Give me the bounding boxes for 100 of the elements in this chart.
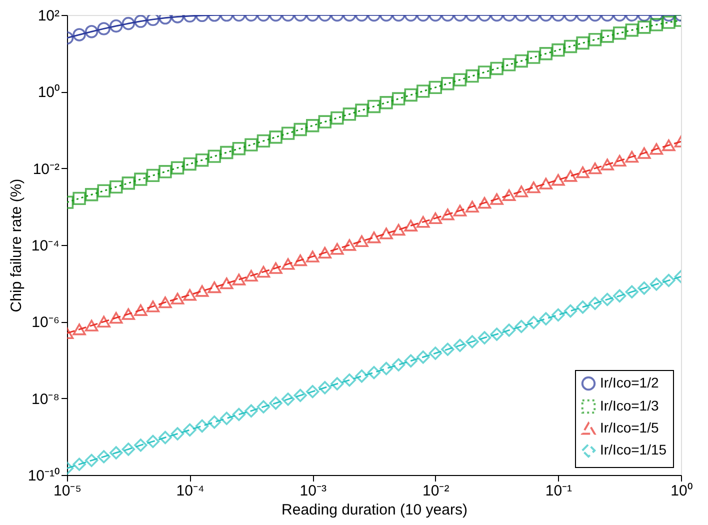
point xyxy=(600,30,614,43)
point xyxy=(256,266,270,278)
point xyxy=(170,292,184,304)
point xyxy=(552,174,565,186)
point xyxy=(84,454,98,468)
y-tick-label: 10⁻⁴ xyxy=(31,238,60,254)
point xyxy=(220,412,234,425)
point xyxy=(367,232,381,244)
point xyxy=(466,69,479,83)
point xyxy=(638,147,651,159)
point xyxy=(97,184,110,198)
point xyxy=(453,338,467,352)
point xyxy=(220,146,234,160)
point xyxy=(72,458,86,471)
point xyxy=(330,111,344,125)
point xyxy=(638,20,651,34)
point xyxy=(625,150,638,163)
point xyxy=(318,246,332,259)
point xyxy=(134,15,148,28)
point xyxy=(158,430,172,444)
y-tick-label: 10⁻⁶ xyxy=(32,314,60,332)
point xyxy=(220,277,234,290)
point xyxy=(612,289,626,303)
point xyxy=(490,193,504,205)
point xyxy=(466,335,479,348)
point xyxy=(256,400,270,414)
point xyxy=(146,434,160,448)
point xyxy=(84,188,98,202)
point xyxy=(208,415,221,429)
point xyxy=(564,40,578,54)
point xyxy=(662,274,676,288)
point xyxy=(662,16,676,29)
point xyxy=(170,427,184,440)
point xyxy=(232,274,246,286)
point xyxy=(392,358,406,372)
point xyxy=(539,178,553,190)
point xyxy=(478,331,492,344)
point xyxy=(416,84,430,98)
x-tick-label: 10⁻¹ xyxy=(545,482,572,500)
point xyxy=(195,419,209,433)
point xyxy=(330,243,344,255)
point xyxy=(514,186,528,198)
point xyxy=(110,446,123,460)
point xyxy=(612,154,626,167)
point xyxy=(342,373,356,387)
point xyxy=(441,77,454,90)
point xyxy=(269,396,282,410)
x-tick-label: 10⁰ xyxy=(670,482,692,500)
point xyxy=(318,381,332,394)
y-tick-label: 10² xyxy=(38,8,60,24)
point xyxy=(650,278,664,291)
point xyxy=(146,168,160,182)
point xyxy=(355,235,368,247)
point xyxy=(404,220,418,232)
point xyxy=(404,88,418,102)
point xyxy=(134,304,148,316)
point xyxy=(380,362,393,376)
point xyxy=(122,442,135,456)
point xyxy=(625,285,638,298)
point xyxy=(195,153,209,167)
x-tick-label: 10⁻² xyxy=(422,482,450,500)
point xyxy=(146,300,160,312)
point xyxy=(514,54,528,68)
point xyxy=(588,33,602,46)
point xyxy=(527,50,540,64)
point xyxy=(564,304,578,318)
point xyxy=(342,239,356,251)
point xyxy=(380,96,393,110)
point xyxy=(527,181,540,194)
point xyxy=(416,216,430,228)
point xyxy=(122,308,135,320)
point xyxy=(392,92,406,106)
point xyxy=(612,26,626,40)
point xyxy=(576,166,590,178)
x-tick-label: 10⁻⁵ xyxy=(54,482,82,500)
point xyxy=(146,15,160,26)
point xyxy=(428,80,442,94)
point xyxy=(564,170,578,182)
point xyxy=(122,16,135,30)
point xyxy=(97,22,110,36)
point xyxy=(232,142,246,156)
point xyxy=(97,450,110,464)
point xyxy=(110,19,123,33)
point xyxy=(330,377,344,390)
point xyxy=(453,204,467,216)
point xyxy=(625,23,638,37)
point xyxy=(588,296,602,310)
point xyxy=(576,300,590,314)
point xyxy=(539,312,553,326)
point xyxy=(294,122,307,136)
point xyxy=(355,370,368,383)
point xyxy=(502,324,516,337)
point xyxy=(355,104,368,117)
point xyxy=(208,281,221,294)
point xyxy=(514,320,528,334)
point xyxy=(110,312,123,324)
point xyxy=(638,282,651,295)
point xyxy=(294,254,307,266)
point xyxy=(306,250,320,262)
y-tick-label: 10⁻¹⁰ xyxy=(28,468,60,484)
